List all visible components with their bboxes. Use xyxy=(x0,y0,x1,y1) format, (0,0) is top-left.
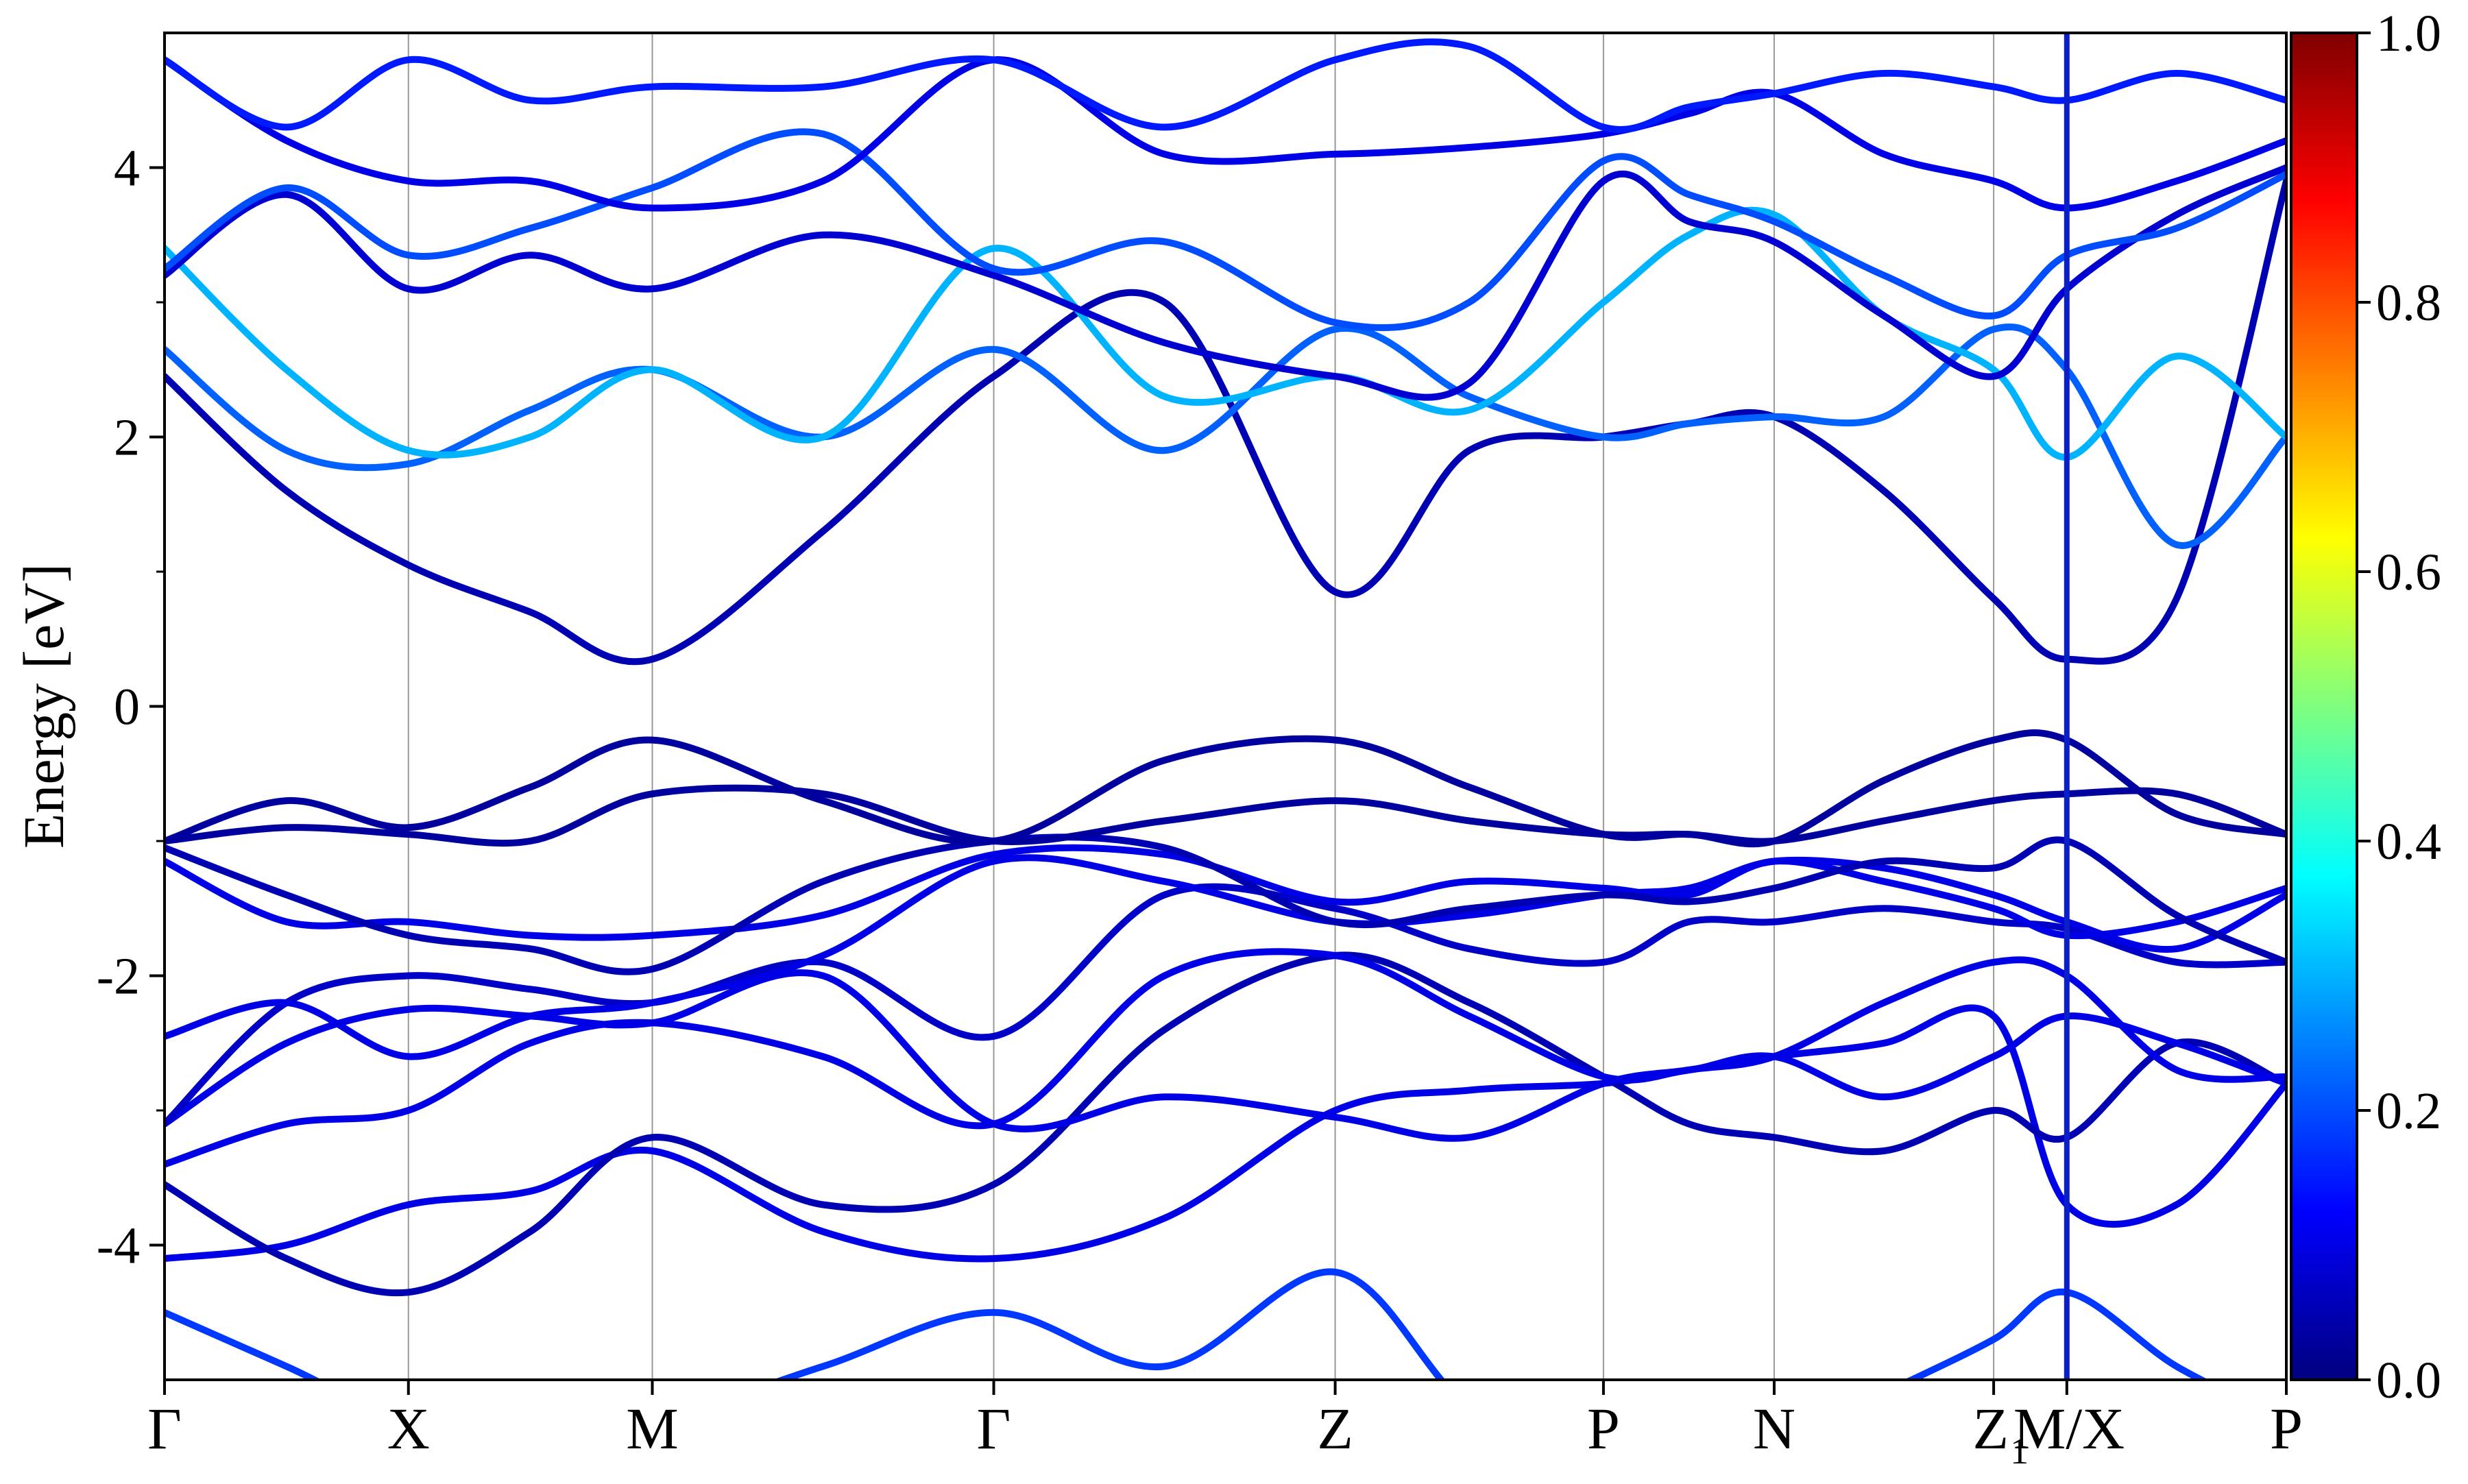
band-line xyxy=(165,844,2286,941)
k-point-label: N xyxy=(1753,1396,1795,1461)
x-axis: Γ X M Γ Z P N Z 1M/X P xyxy=(147,1380,2303,1472)
y-tick-label: 0 xyxy=(114,679,140,736)
k-point-subscript: 1 xyxy=(2010,1431,2029,1472)
plot-frame xyxy=(163,32,2288,1381)
band-line xyxy=(165,1004,2286,1263)
band-line xyxy=(165,883,2286,1128)
colorbar-tick-label: 0.6 xyxy=(2376,544,2441,601)
k-point-label: Γ xyxy=(977,1396,1011,1461)
y-tick-label: 2 xyxy=(114,409,140,467)
colorbar-tick-label: 1.0 xyxy=(2376,5,2441,62)
y-axis: 4 2 0 -2 -4 xyxy=(97,140,165,1275)
band-line xyxy=(165,324,2286,549)
band-line xyxy=(165,948,2286,1168)
k-point-label: M/X xyxy=(2013,1396,2125,1461)
bands-group xyxy=(165,33,2286,1380)
k-point-label: P xyxy=(2270,1396,2303,1461)
colorbar-axis: 0.0 0.2 0.4 0.6 0.8 1.0 xyxy=(2357,5,2441,1409)
y-tick-label: -4 xyxy=(97,1217,140,1275)
band-line xyxy=(165,956,2286,1142)
band-line xyxy=(165,834,2286,975)
colorbar xyxy=(2290,32,2358,1381)
high-symmetry-lines xyxy=(407,33,2068,1380)
band-line xyxy=(165,729,2286,848)
k-point-label: X xyxy=(387,1396,430,1461)
colorbar-tick-label: 0.8 xyxy=(2376,274,2441,332)
band-line xyxy=(165,164,2286,401)
band-line xyxy=(165,56,2286,212)
colorbar-tick-label: 0.4 xyxy=(2376,813,2441,871)
colorbar-tick-label: 0.0 xyxy=(2376,1352,2441,1409)
k-point-label: Z xyxy=(1317,1396,1353,1461)
colorbar-tick-label: 0.2 xyxy=(2376,1082,2441,1140)
band-line xyxy=(165,38,2286,134)
k-point-label: P xyxy=(1587,1396,1620,1461)
y-tick-label: 4 xyxy=(114,140,140,197)
y-axis-label: Energy [eV] xyxy=(12,563,76,849)
band-line xyxy=(165,128,2286,332)
y-tick-label: -2 xyxy=(97,948,140,1006)
k-point-label: M xyxy=(626,1396,678,1461)
k-point-label: Γ xyxy=(147,1396,182,1461)
k-point-label: Z xyxy=(1973,1396,2009,1461)
band-line xyxy=(165,1268,2210,1380)
band-line xyxy=(165,178,2286,666)
band-line xyxy=(165,784,2286,847)
